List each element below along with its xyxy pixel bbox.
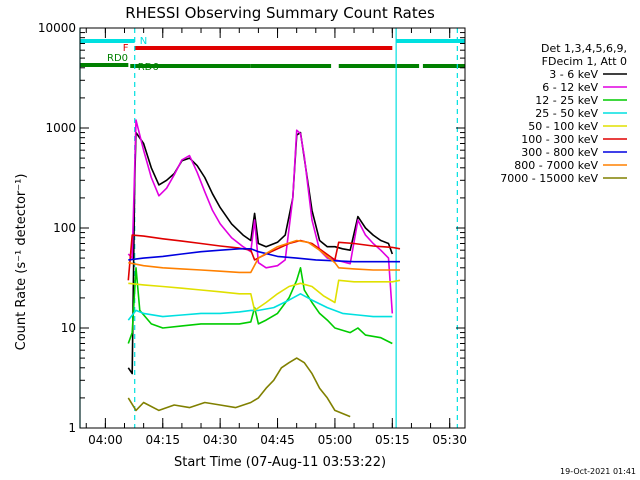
x-tick-label: 04:00 [88, 433, 123, 447]
y-tick-label: 1 [68, 421, 76, 435]
legend-label: 12 - 25 keV [535, 94, 598, 107]
x-tick-label: 05:30 [432, 433, 467, 447]
legend-label: 100 - 300 keV [521, 133, 598, 146]
flag-bar-label: RD0 [107, 53, 128, 64]
x-tick-label: 04:15 [145, 433, 180, 447]
legend-label: 3 - 6 keV [549, 68, 598, 81]
flag-bar-label: N [140, 36, 147, 47]
legend-label: 25 - 50 keV [535, 107, 598, 120]
flag-bar-label: RD6 [138, 62, 159, 73]
series-lines [127, 119, 401, 418]
series-line [128, 248, 400, 263]
legend-label: 800 - 7000 keV [514, 159, 598, 172]
legend-label: 6 - 12 keV [542, 81, 598, 94]
x-tick-label: 05:15 [375, 433, 410, 447]
x-tick-label: 04:45 [260, 433, 295, 447]
y-tick-label: 100 [53, 221, 76, 235]
x-axis-label: Start Time (07-Aug-11 03:53:22) [174, 455, 386, 470]
legend-header: Det 1,3,4,5,6,9, [541, 42, 627, 55]
series-line [127, 292, 393, 321]
series-line [128, 239, 400, 274]
chart-title: RHESSI Observing Summary Count Rates [125, 4, 435, 22]
x-tick-label: 05:00 [318, 433, 353, 447]
legend-label: 7000 - 15000 keV [500, 172, 598, 185]
series-line [127, 131, 394, 375]
axes: 1 10 100 1000 10000 04:00 04:15 04:30 04:45 05:00… [38, 21, 467, 447]
legend-header: FDecim 1, Att 0 [542, 55, 627, 68]
series-line [128, 279, 401, 312]
legend: Det 1,3,4,5,6,9,FDecim 1, Att 03 - 6 keV… [500, 42, 627, 185]
series-line [127, 266, 393, 345]
x-tick-label: 04:30 [203, 433, 238, 447]
legend-label: 300 - 800 keV [521, 146, 598, 159]
y-axis-label: Count Rate (s⁻¹ detector⁻¹) [14, 174, 29, 351]
y-tick-label: 10000 [38, 21, 76, 35]
legend-label: 50 - 100 keV [528, 120, 598, 133]
series-line [127, 357, 351, 418]
series-line [127, 119, 394, 314]
y-tick-label: 10 [61, 321, 76, 335]
flag-bar-label: F [123, 43, 129, 54]
y-tick-label: 1000 [45, 121, 76, 135]
series-line [127, 234, 401, 281]
footer-timestamp: 19-Oct-2021 01:41 [560, 467, 636, 476]
